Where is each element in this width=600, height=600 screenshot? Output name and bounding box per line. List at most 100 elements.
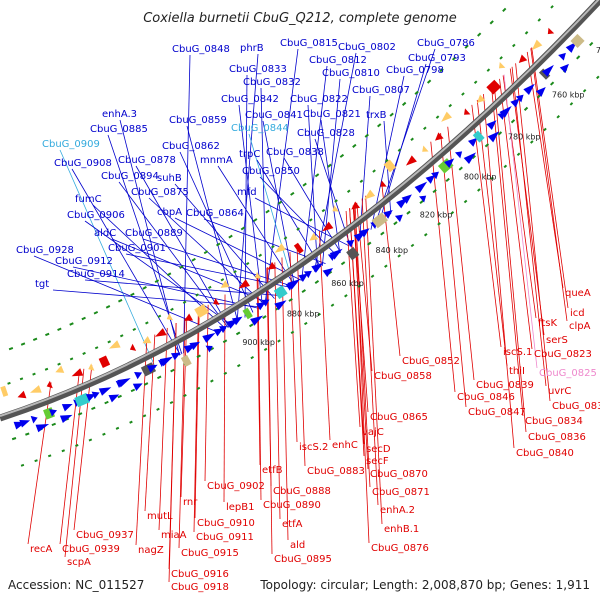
- forward-gene-label[interactable]: cbpA: [157, 207, 182, 218]
- forward-gene-label[interactable]: CbuG_0793: [408, 53, 466, 64]
- forward-gene-label[interactable]: CbuG_0810: [322, 68, 380, 79]
- reverse-gene-label[interactable]: serS: [546, 335, 568, 346]
- reverse-gene-label[interactable]: nagZ: [138, 545, 164, 556]
- forward-gene-label[interactable]: CbuG_0894: [101, 171, 159, 182]
- forward-gene-label[interactable]: CbuG_0914: [67, 269, 125, 280]
- reverse-gene-label[interactable]: CbuG_0836: [528, 432, 586, 443]
- forward-gene-label[interactable]: CbuG_0928: [16, 245, 74, 256]
- reverse-gene-label[interactable]: recA: [30, 544, 53, 555]
- reverse-gene-label[interactable]: uvrC: [548, 386, 571, 397]
- reverse-gene-label[interactable]: clpA: [569, 321, 591, 332]
- reverse-gene-label[interactable]: icd: [570, 308, 585, 319]
- forward-gene-label[interactable]: CbuG_0832: [243, 77, 301, 88]
- forward-gene-label[interactable]: CbuG_0822: [290, 94, 348, 105]
- forward-gene-label[interactable]: tgt: [35, 279, 49, 290]
- forward-gene-label[interactable]: CbuG_0909: [42, 139, 100, 150]
- reverse-gene-label[interactable]: ftsK: [538, 318, 557, 329]
- reverse-gene-label[interactable]: secD: [366, 444, 391, 455]
- reverse-gene-label[interactable]: CbuG_0876: [371, 543, 429, 554]
- reverse-gene-label[interactable]: thiI: [509, 366, 525, 377]
- reverse-gene-label[interactable]: CbuG_0939: [62, 544, 120, 555]
- forward-gene-label[interactable]: CbuG_0838: [266, 147, 324, 158]
- forward-gene-label[interactable]: CbuG_0912: [55, 256, 113, 267]
- forward-gene-label[interactable]: CbuG_0807: [352, 85, 410, 96]
- forward-gene-label[interactable]: CbuG_0786: [417, 38, 475, 49]
- reverse-gene-label[interactable]: ald: [290, 540, 305, 551]
- forward-gene-label[interactable]: CbuG_0815: [280, 38, 338, 49]
- forward-gene-label[interactable]: trpC: [239, 149, 260, 160]
- reverse-gene-label[interactable]: CbuG_0915: [181, 548, 239, 559]
- reverse-gene-label[interactable]: CbuG_0871: [372, 487, 430, 498]
- forward-gene-label[interactable]: CbuG_0885: [90, 124, 148, 135]
- reverse-gene-label[interactable]: CbuG_0865: [370, 412, 428, 423]
- reverse-gene-label[interactable]: etfA: [282, 519, 303, 530]
- forward-gene-label[interactable]: CbuG_0812: [309, 55, 367, 66]
- gene-feature: [170, 352, 181, 361]
- reverse-gene-label[interactable]: CbuG_0840: [516, 448, 574, 459]
- forward-gene-label[interactable]: CbuG_0798: [386, 65, 444, 76]
- reverse-gene-label[interactable]: miaA: [161, 530, 187, 541]
- reverse-gene-label[interactable]: CbuG_0839: [476, 380, 534, 391]
- forward-gene-label[interactable]: CbuG_0859: [169, 115, 227, 126]
- forward-gene-label[interactable]: CbuG_0864: [186, 208, 244, 219]
- reverse-gene-label[interactable]: CbuG_0846: [457, 392, 515, 403]
- reverse-gene-label[interactable]: iscS.1: [503, 347, 532, 358]
- reverse-gene-label[interactable]: CbuG_0831: [552, 401, 600, 412]
- reverse-gene-label[interactable]: secF: [366, 456, 389, 467]
- reverse-gene-label[interactable]: CbuG_0890: [263, 500, 321, 511]
- reverse-gene-label[interactable]: CbuG_0895: [274, 554, 332, 565]
- forward-gene-label[interactable]: CbuG_0889: [125, 228, 183, 239]
- reverse-gene-label[interactable]: CbuG_0910: [197, 518, 255, 529]
- forward-gene-label[interactable]: CbuG_0901: [108, 243, 166, 254]
- reverse-gene-label[interactable]: CbuG_0823: [534, 349, 592, 360]
- reverse-gene-label[interactable]: lepB1: [226, 502, 255, 513]
- reverse-gene-label[interactable]: CbuG_0916: [171, 569, 229, 580]
- reverse-gene-label[interactable]: CbuG_0902: [207, 481, 265, 492]
- reverse-gene-label[interactable]: scpA: [67, 557, 91, 568]
- reverse-gene-label[interactable]: CbuG_0825: [539, 368, 597, 379]
- forward-gene-label[interactable]: CbuG_0848: [172, 44, 230, 55]
- reverse-gene-label[interactable]: CbuG_0883: [307, 466, 365, 477]
- forward-gene-label[interactable]: CbuG_0833: [229, 64, 287, 75]
- reverse-gene-label[interactable]: mutL: [147, 511, 173, 522]
- forward-gene-label[interactable]: CbuG_0842: [221, 94, 279, 105]
- forward-gene-label[interactable]: CbuG_0850: [242, 166, 300, 177]
- forward-gene-label[interactable]: CbuG_0821: [303, 109, 361, 120]
- reverse-gene-label[interactable]: CbuG_0918: [171, 582, 229, 593]
- reverse-gene-label[interactable]: iscS.2: [299, 442, 328, 453]
- forward-gene-label[interactable]: CbuG_0908: [54, 158, 112, 169]
- reverse-gene-label[interactable]: rnr: [183, 497, 198, 508]
- reverse-gene-label[interactable]: enhA.2: [380, 505, 415, 516]
- reverse-gene-label[interactable]: etfB: [262, 465, 283, 476]
- forward-gene-label[interactable]: CbuG_0802: [338, 42, 396, 53]
- forward-gene-label[interactable]: CbuG_0828: [297, 128, 355, 139]
- reverse-gene-label[interactable]: enhC: [332, 440, 358, 451]
- reverse-gene-label[interactable]: CbuG_0852: [402, 356, 460, 367]
- reverse-gene-label[interactable]: CbuG_0888: [273, 486, 331, 497]
- forward-gene-label[interactable]: CbuG_0906: [67, 210, 125, 221]
- reverse-gene-label[interactable]: CbuG_0858: [374, 371, 432, 382]
- reverse-gene-label[interactable]: CbuG_0911: [196, 532, 254, 543]
- forward-gene-label[interactable]: mnmA: [200, 155, 233, 166]
- forward-gene-label[interactable]: CbuG_0875: [131, 187, 189, 198]
- reverse-gene-label[interactable]: CbuG_0870: [370, 469, 428, 480]
- forward-gene-label[interactable]: CbuG_0841: [245, 110, 303, 121]
- reverse-gene-label[interactable]: CbuG_0937: [76, 530, 134, 541]
- forward-gene-label[interactable]: trxB: [366, 110, 387, 121]
- forward-gene-label[interactable]: CbuG_0862: [162, 141, 220, 152]
- reverse-gene-label[interactable]: enhB.1: [384, 524, 419, 535]
- forward-gene-label[interactable]: fumC: [75, 194, 102, 205]
- tick-dot: [283, 236, 288, 240]
- reverse-gene-label[interactable]: queA: [565, 288, 591, 299]
- reverse-gene-label[interactable]: CbuG_0847: [468, 407, 526, 418]
- forward-gene-label[interactable]: mfd: [237, 187, 257, 198]
- reverse-gene-label[interactable]: CbuG_0834: [525, 416, 583, 427]
- forward-gene-label[interactable]: suhB: [157, 173, 182, 184]
- forward-gene-label[interactable]: CbuG_0878: [118, 155, 176, 166]
- label-connector: [365, 195, 383, 525]
- reverse-gene-label[interactable]: vajC: [362, 427, 384, 438]
- forward-gene-label[interactable]: phrB: [240, 43, 264, 54]
- forward-gene-label[interactable]: enhA.3: [102, 109, 137, 120]
- forward-gene-label[interactable]: aldC: [94, 228, 116, 239]
- forward-gene-label[interactable]: CbuG_0844: [231, 123, 289, 134]
